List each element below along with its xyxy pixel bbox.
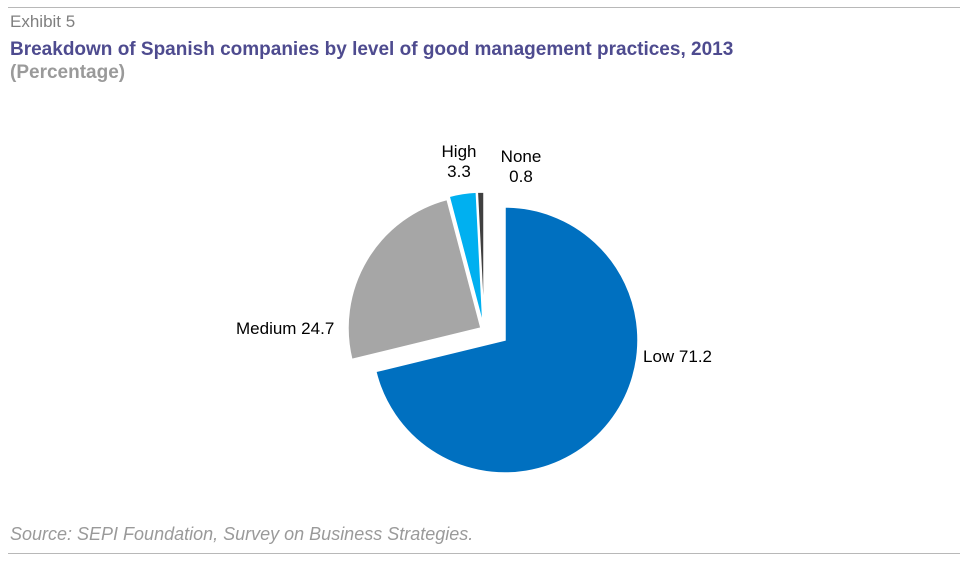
slice-label-high-value: 3.3	[447, 162, 471, 181]
top-rule	[8, 7, 960, 8]
pie-slice-low	[374, 206, 639, 474]
slice-label-low: Low 71.2	[643, 347, 712, 366]
chart-title: Breakdown of Spanish companies by level …	[10, 39, 734, 60]
slice-label-high-name: High	[442, 142, 477, 161]
slice-label-none-value: 0.8	[509, 167, 533, 186]
pie-slice-medium	[347, 198, 482, 361]
slice-label-none-name: None	[501, 147, 542, 166]
slice-label-medium: Medium 24.7	[236, 319, 334, 338]
chart-subtitle: (Percentage)	[10, 62, 126, 83]
exhibit-number: Exhibit 5	[10, 12, 76, 31]
pie-slice-high	[448, 191, 484, 326]
pie-slice-none	[476, 191, 485, 326]
bottom-rule	[8, 553, 960, 554]
source-note: Source: SEPI Foundation, Survey on Busin…	[10, 524, 474, 544]
